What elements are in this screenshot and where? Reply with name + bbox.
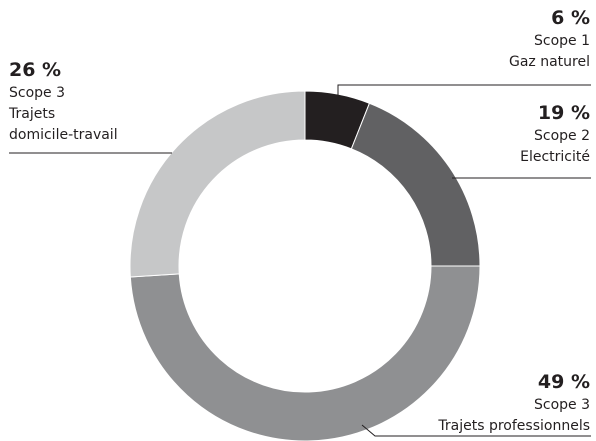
slice-percent: 6 % xyxy=(551,7,590,29)
slice-label-line: Electricité xyxy=(520,149,590,165)
slice-percent: 26 % xyxy=(9,59,62,81)
slice-percent: 19 % xyxy=(537,102,590,124)
slice-label-line: Scope 3 xyxy=(9,85,66,101)
slice-label-line: Trajets professionnels xyxy=(438,418,590,434)
slice-label-scope2-electricite: 19 % Scope 2 Electricité xyxy=(520,101,590,168)
slice-label-line: Scope 2 xyxy=(533,128,590,144)
donut-slices xyxy=(129,90,481,441)
slice-label-line: Gaz naturel xyxy=(509,54,590,70)
slice-scope3-domicile-travail xyxy=(129,90,306,278)
slice-scope3-professionnels xyxy=(129,265,481,441)
slice-label-scope3-professionnels: 49 % Scope 3 Trajets professionnels xyxy=(438,370,590,437)
slice-label-line: Scope 1 xyxy=(533,33,590,49)
slice-label-line: Scope 3 xyxy=(533,397,590,413)
slice-label-line: Trajets xyxy=(9,106,56,122)
slice-label-scope1-gaz: 6 % Scope 1 Gaz naturel xyxy=(509,6,590,73)
slice-label-scope3-domicile-travail: 26 % Scope 3 Trajets domicile-travail xyxy=(9,58,118,146)
leader-line-scope1 xyxy=(337,84,591,100)
leader-line-scope3-professionnels xyxy=(361,424,591,437)
leader-lines xyxy=(9,84,591,437)
slice-label-line: domicile-travail xyxy=(9,127,118,143)
slice-scope2-electricite xyxy=(350,102,481,267)
slice-percent: 49 % xyxy=(537,371,590,393)
